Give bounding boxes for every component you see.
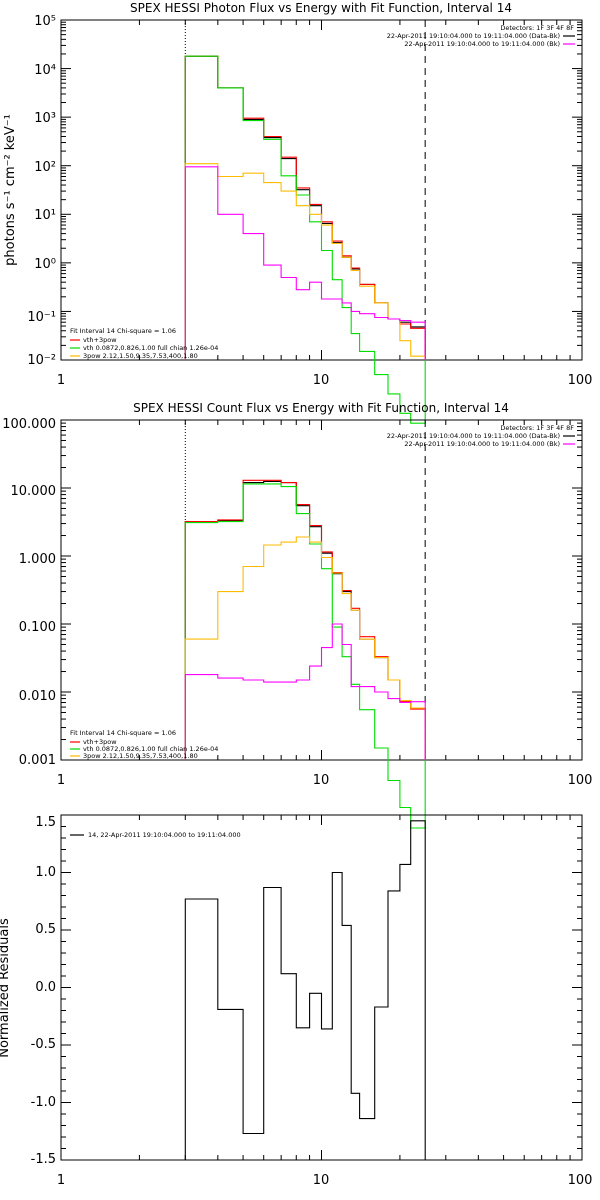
xtick-label: 1: [57, 773, 65, 788]
series-line-0: [184, 55, 426, 360]
ytick-label: 10⁻¹: [27, 310, 56, 325]
residuals-tick-marks: [60, 814, 582, 1161]
ytick-label: 10²: [34, 160, 56, 175]
photon-flux-tick-marks: [60, 19, 582, 361]
photon-flux-detector-legend: Detectors: 1F 3F 4F 8F 22-Apr-2011 19:10…: [387, 24, 575, 48]
fit-legend-header: Fit Interval 14 Chi-square = 1.06: [70, 729, 176, 737]
fit-legend-entry: 3pow 2.12,1.50,9.35,7.53,400,1.80: [83, 752, 198, 760]
count-flux-tick-marks: [60, 419, 582, 761]
ytick-label: 10.000: [11, 484, 57, 499]
fit-legend-entry: 3pow 2.12,1.50,9.35,7.53,400,1.80: [83, 352, 198, 360]
photon-flux-title: SPEX HESSI Photon Flux vs Energy with Fi…: [130, 1, 512, 15]
count-flux-title: SPEX HESSI Count Flux vs Energy with Fit…: [133, 401, 509, 415]
xtick-label: 1: [57, 1173, 65, 1188]
series-line-0: [184, 820, 426, 1160]
series-line-4: [184, 166, 426, 360]
residuals-yticks: -1.5 -1.0 -0.5 0.0 0.5 1.0 1.5: [31, 815, 56, 1167]
detector-legend-entry: 22-Apr-2011 19:10:04.000 to 19:11:04.000…: [387, 432, 560, 440]
count-flux-range-markers: [184, 420, 426, 760]
detector-legend-entry: 22-Apr-2011 19:10:04.000 to 19:11:04.000…: [404, 40, 560, 48]
count-flux-fit-legend: Fit Interval 14 Chi-square = 1.06 vth+3p…: [70, 729, 218, 760]
series-line-2: [184, 483, 426, 829]
ytick-label: 0.001: [19, 753, 56, 768]
residuals-legend: 14, 22-Apr-2011 19:10:04.000 to 19:11:04…: [70, 831, 241, 839]
series-line-4: [184, 623, 426, 760]
ytick-label: 1.5: [35, 815, 56, 830]
series-line-1: [184, 479, 426, 760]
xtick-label: 100: [568, 373, 593, 388]
photon-flux-yticks: 10⁻² 10⁻¹ 10⁰ 10¹ 10² 10³ 10⁴ 10⁵: [27, 14, 56, 368]
fit-legend-entry: vth+3pow: [83, 336, 117, 344]
residuals-series: [184, 820, 426, 1160]
photon-flux-xticks: 1 10 100: [57, 373, 593, 388]
count-flux-frame: [60, 419, 583, 761]
ytick-label: 10⁰: [34, 257, 56, 272]
residuals-legend-entry: 14, 22-Apr-2011 19:10:04.000 to 19:11:04…: [88, 831, 241, 839]
photon-flux-series: [184, 55, 426, 424]
count-flux-series: [184, 479, 426, 829]
xtick-label: 10: [313, 773, 330, 788]
series-line-1: [184, 55, 426, 360]
detector-legend-entry: 22-Apr-2011 19:10:04.000 to 19:11:04.000…: [404, 440, 560, 448]
photon-flux-frame: [60, 19, 583, 361]
count-flux-detector-legend: Detectors: 1F 3F 4F 8F 22-Apr-2011 19:10…: [387, 424, 575, 448]
fit-legend-entry: vth+3pow: [83, 738, 117, 746]
ytick-label: 1.0: [35, 865, 56, 880]
photon-flux-fit-legend: Fit Interval 14 Chi-square = 1.06 vth+3p…: [70, 327, 218, 360]
count-flux-panel: SPEX HESSI Count Flux vs Energy with Fit…: [2, 401, 593, 829]
detector-legend-entry: 22-Apr-2011 19:10:04.000 to 19:11:04.000…: [387, 32, 560, 40]
count-flux-xticks: 1 10 100: [57, 773, 593, 788]
series-line-0: [184, 480, 426, 760]
ytick-label: -1.5: [31, 1152, 56, 1167]
ytick-label: 10¹: [34, 208, 56, 223]
ytick-label: 0.010: [19, 689, 56, 704]
residuals-ylabel: Normalized Residuals: [0, 918, 12, 1058]
photon-flux-range-markers: [184, 20, 426, 360]
ytick-label: -0.5: [31, 1037, 56, 1052]
ytick-label: -1.0: [31, 1095, 56, 1110]
xtick-label: 100: [568, 773, 593, 788]
ytick-label: 10⁴: [34, 63, 56, 78]
ytick-label: 0.5: [35, 922, 56, 937]
ytick-label: 0.100: [19, 620, 56, 635]
residuals-frame: [60, 814, 583, 1161]
fit-legend-entry: vth 0.0872,0.826,1.00 full chian 1.26e-0…: [83, 745, 218, 753]
series-line-2: [184, 55, 426, 424]
count-flux-yticks: 0.001 0.010 0.100 1.000 10.000 100.000: [2, 417, 56, 768]
fit-legend-entry: vth 0.0872,0.826,1.00 full chian 1.26e-0…: [83, 344, 218, 352]
photon-flux-panel: SPEX HESSI Photon Flux vs Energy with Fi…: [3, 1, 593, 424]
xtick-label: 10: [313, 1173, 330, 1188]
xtick-label: 10: [313, 373, 330, 388]
ytick-label: 10⁵: [34, 14, 56, 29]
ytick-label: 10⁻²: [27, 353, 56, 368]
xtick-label: 1: [57, 373, 65, 388]
ytick-label: 1.000: [19, 552, 56, 567]
fit-legend-header: Fit Interval 14 Chi-square = 1.06: [70, 327, 176, 335]
residuals-xticks: 1 10 100: [57, 1173, 593, 1188]
ytick-label: 10³: [34, 111, 56, 126]
ytick-label: 0.0: [35, 980, 56, 995]
residuals-panel: Normalized Residuals -1.5 -1.0 -0.5 0.0 …: [0, 814, 593, 1188]
photon-flux-ylabel: photons s⁻¹ cm⁻² keV⁻¹: [3, 114, 18, 266]
detector-legend-header: Detectors: 1F 3F 4F 8F: [500, 24, 574, 32]
series-line-3: [184, 163, 426, 360]
detector-legend-header: Detectors: 1F 3F 4F 8F: [500, 424, 574, 432]
series-line-3: [184, 536, 426, 760]
ytick-label: 100.000: [2, 417, 56, 432]
xtick-label: 100: [568, 1173, 593, 1188]
